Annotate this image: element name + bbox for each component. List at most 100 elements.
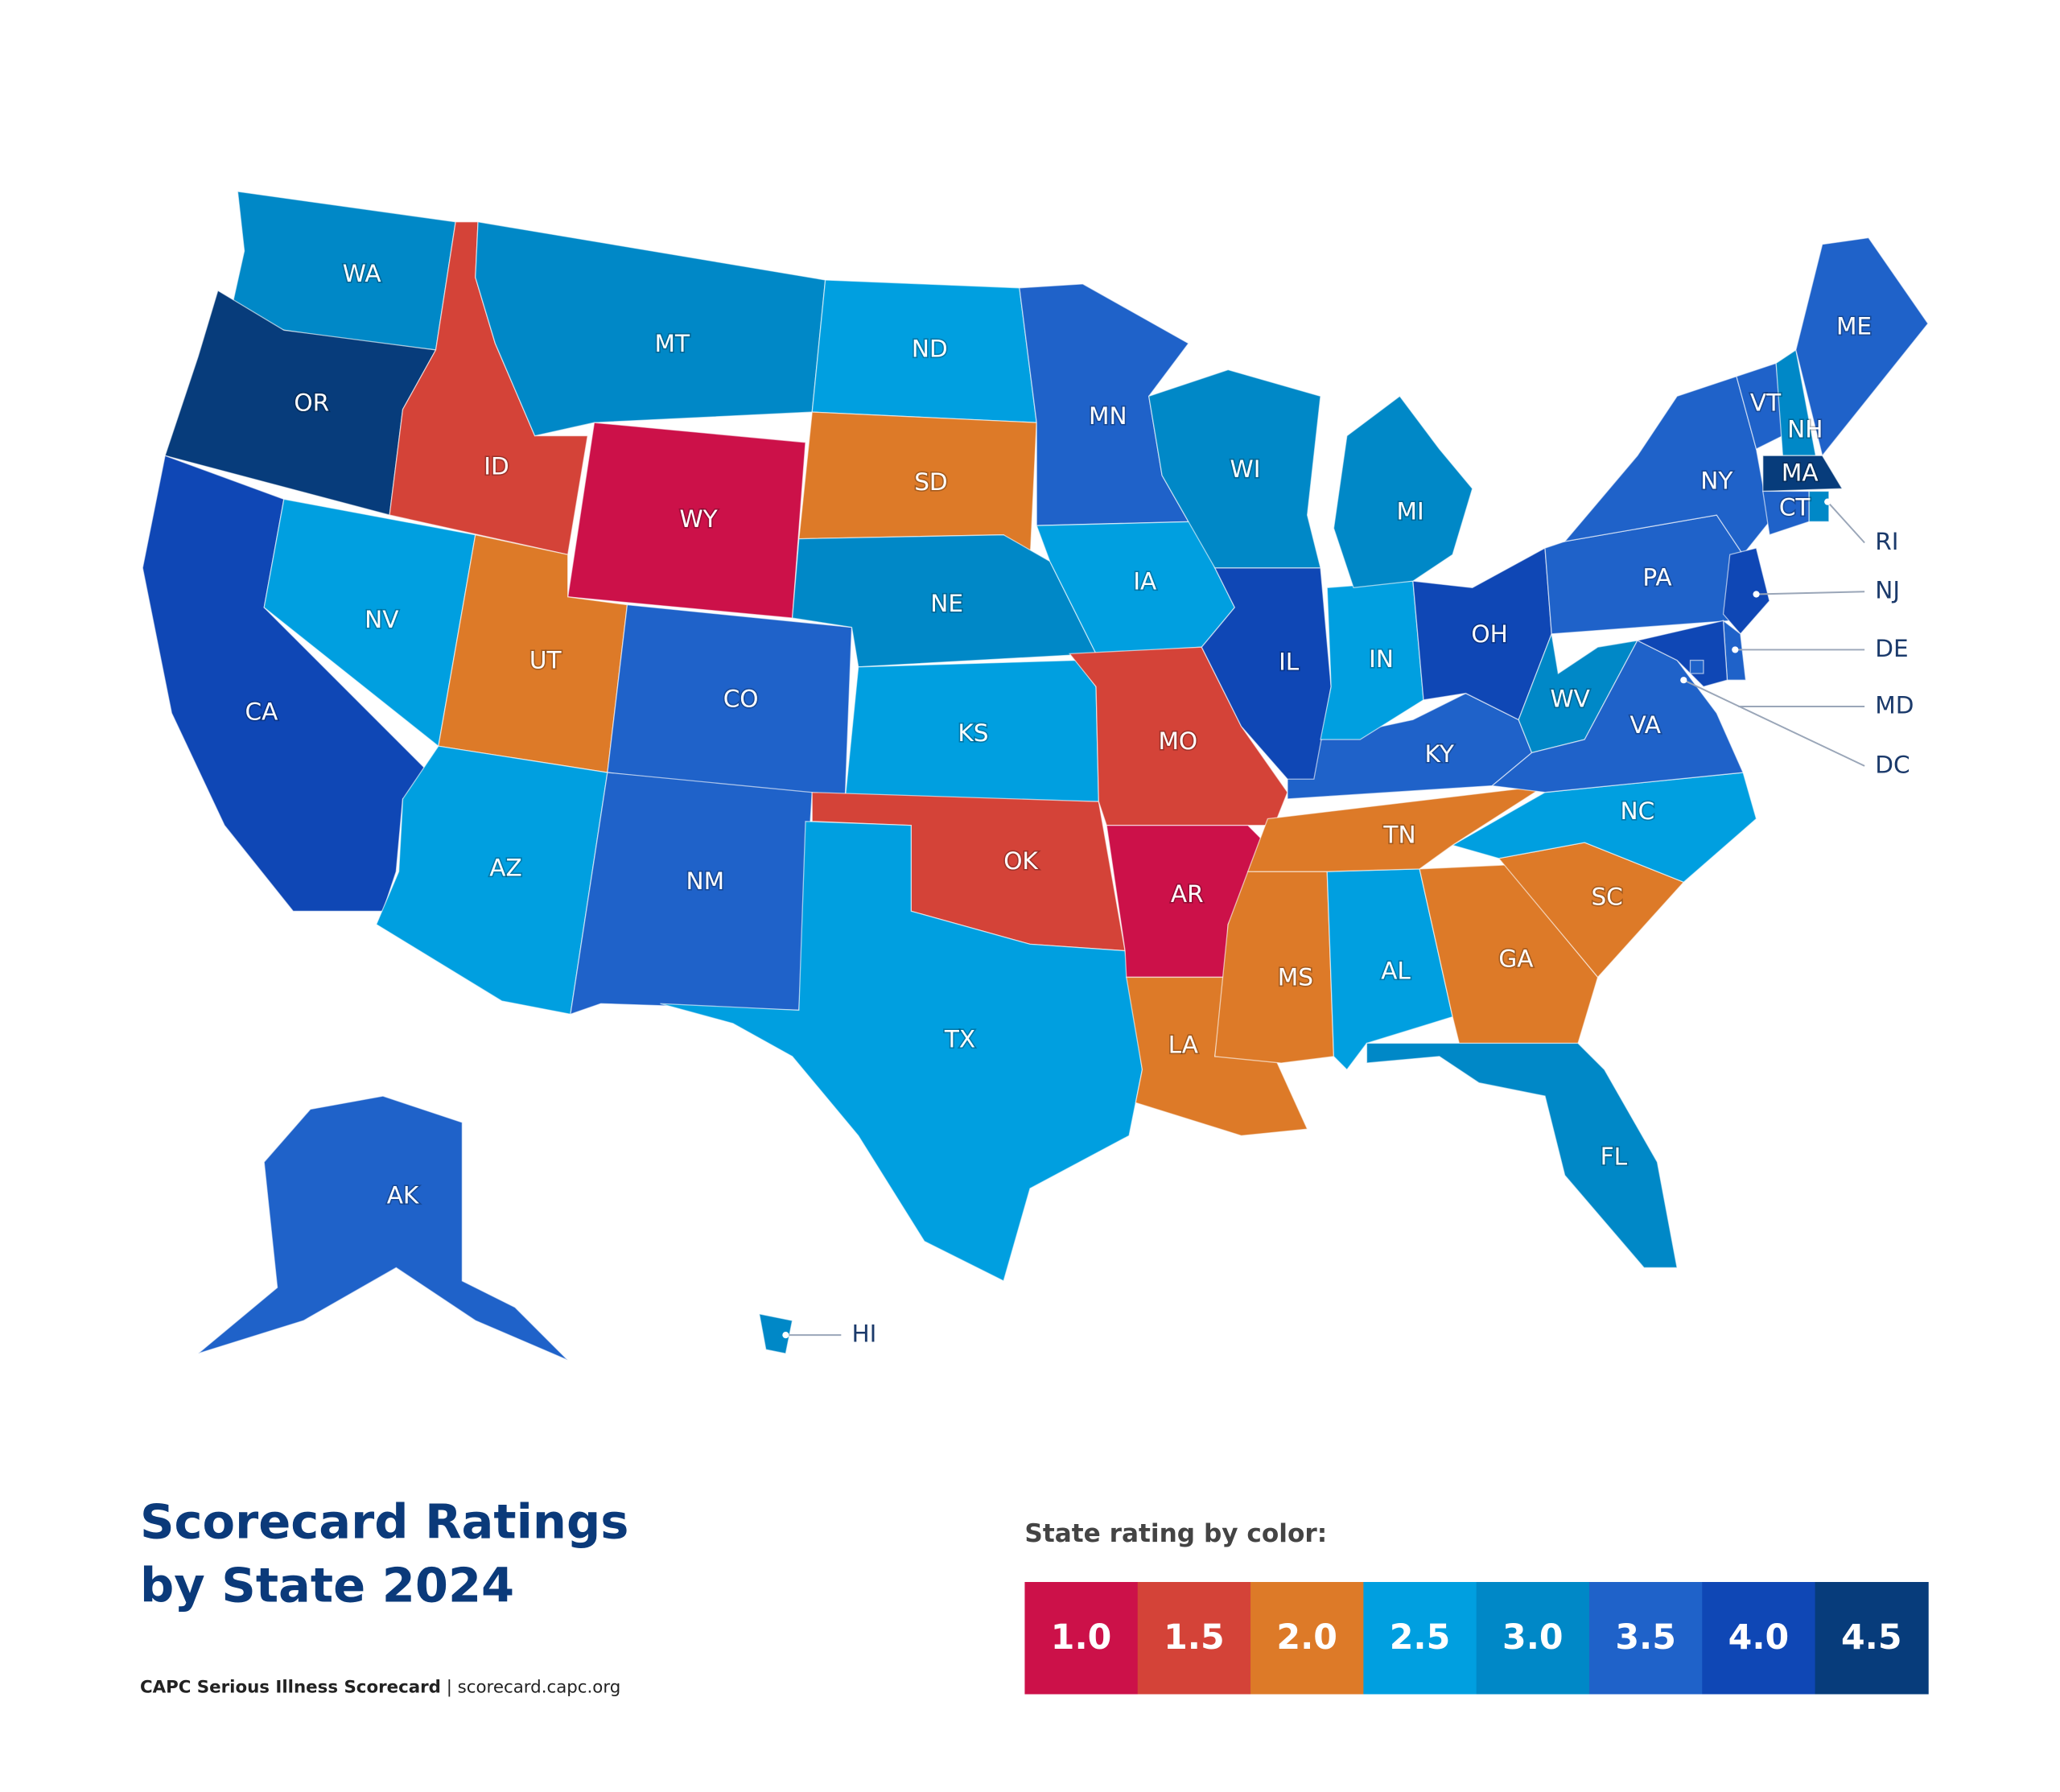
state-label: SD [914, 468, 947, 496]
legend-swatch [1476, 1582, 1590, 1695]
state-label: MT [655, 330, 690, 357]
state-label: AK [387, 1181, 419, 1209]
state-label: MD [1875, 692, 1914, 719]
state-label: NY [1700, 468, 1733, 495]
state-label: MS [1278, 964, 1313, 991]
legend-swatch [1588, 1582, 1704, 1695]
state-label: IL [1279, 648, 1300, 675]
legend-swatch [1815, 1582, 1929, 1695]
state-label: MO [1158, 727, 1197, 755]
state-label: CA [245, 698, 278, 726]
state-label: VA [1629, 711, 1661, 739]
legend-swatch [1024, 1582, 1139, 1695]
state-label: MN [1089, 402, 1127, 430]
state-label: OR [294, 389, 329, 417]
state-shape [1762, 455, 1844, 492]
state-label: AL [1381, 957, 1411, 984]
state-shape [1795, 237, 1929, 457]
state-label: NJ [1875, 577, 1900, 604]
state-label: DC [1875, 751, 1910, 778]
state-label: TX [944, 1026, 975, 1053]
state-label: WA [343, 260, 381, 287]
leader-line [1683, 679, 1865, 767]
leader-dot [1732, 646, 1739, 653]
state-label: ND [912, 335, 948, 362]
legend-label: 1.5 [1164, 1617, 1225, 1658]
footer-source: CAPC Serious Illness Scorecard [140, 1677, 441, 1697]
legend-label: 3.5 [1615, 1617, 1676, 1658]
state-label: LA [1168, 1031, 1198, 1058]
state-shape [197, 1095, 569, 1361]
state-label: UT [529, 647, 562, 674]
state-label: NC [1621, 797, 1655, 825]
state-shape [758, 1313, 793, 1354]
state-shape [1366, 1042, 1678, 1269]
leader-dot [782, 1332, 789, 1339]
state-label: FL [1601, 1143, 1628, 1171]
state-label: NV [365, 606, 398, 633]
state-label: VT [1750, 389, 1782, 417]
legend-swatch [1702, 1582, 1816, 1695]
state-shape [475, 220, 826, 437]
legend-swatch [1363, 1582, 1477, 1695]
state-label: KS [958, 719, 988, 747]
state-labels: WA OR CA NV ID MT WY UT CO AZ NM ND SD NE KS OK TX MN IA MO… [244, 258, 1914, 1348]
leader-line [1756, 591, 1865, 595]
leader-dot [1753, 591, 1760, 598]
state-label: DE [1875, 635, 1908, 662]
legend-title: State rating by color: [1024, 1519, 1327, 1548]
states [142, 191, 1929, 1361]
state-shape [1808, 490, 1830, 522]
state-label: CT [1779, 493, 1811, 521]
legend-label: 4.0 [1728, 1617, 1790, 1658]
legend-label: 1.0 [1051, 1617, 1112, 1658]
state-label: KY [1425, 740, 1455, 768]
state-label: GA [1498, 945, 1533, 973]
leader-dot [1824, 498, 1831, 505]
leader-line [1827, 501, 1865, 544]
state-label: NM [686, 867, 725, 895]
state-label: RI [1875, 528, 1898, 555]
state-label: WI [1230, 455, 1261, 483]
state-label: WY [679, 505, 718, 533]
state-label: AZ [489, 854, 521, 881]
state-label: AR [1171, 880, 1204, 908]
state-shape [1689, 659, 1704, 674]
state-shape [1147, 369, 1321, 569]
state-label: IN [1369, 645, 1394, 673]
legend-label: 3.0 [1502, 1617, 1564, 1658]
state-shape [1635, 620, 1728, 688]
state-label: IA [1133, 567, 1156, 595]
state-label: NE [930, 590, 963, 617]
legend-label: 4.5 [1841, 1617, 1902, 1658]
title-line: Scorecard Ratings [140, 1494, 628, 1550]
state-shape [1201, 567, 1332, 780]
state-label: TN [1382, 821, 1415, 848]
legend-label: 2.0 [1276, 1617, 1337, 1658]
state-label: ID [484, 452, 509, 480]
state-shape [791, 534, 1098, 668]
legend: 1.0 1.5 2.0 2.5 3.0 3.5 4.0 4.5 [1024, 1582, 1929, 1695]
state-label: ME [1836, 313, 1872, 340]
footer: CAPC Serious Illness Scorecard | scoreca… [140, 1677, 620, 1697]
state-shape [660, 821, 1143, 1282]
state-label: OK [1003, 847, 1038, 875]
state-label: HI [851, 1320, 876, 1348]
state-label: SC [1591, 883, 1622, 910]
legend-swatch [1250, 1582, 1365, 1695]
state-label: MI [1397, 497, 1424, 525]
legend-swatch [1137, 1582, 1251, 1695]
state-shape [1333, 395, 1473, 589]
state-shape [1722, 547, 1770, 635]
state-label: WV [1550, 685, 1589, 712]
state-label: CO [723, 685, 759, 712]
legend-label: 2.5 [1390, 1617, 1451, 1658]
title-line: by State 2024 [140, 1557, 514, 1613]
leader-dot [1680, 677, 1687, 684]
state-label: NH [1787, 416, 1823, 443]
state-label: PA [1642, 563, 1671, 591]
state-label: OH [1471, 620, 1507, 648]
state-label: MA [1782, 459, 1819, 487]
footer-url: | scorecard.capc.org [447, 1677, 621, 1697]
